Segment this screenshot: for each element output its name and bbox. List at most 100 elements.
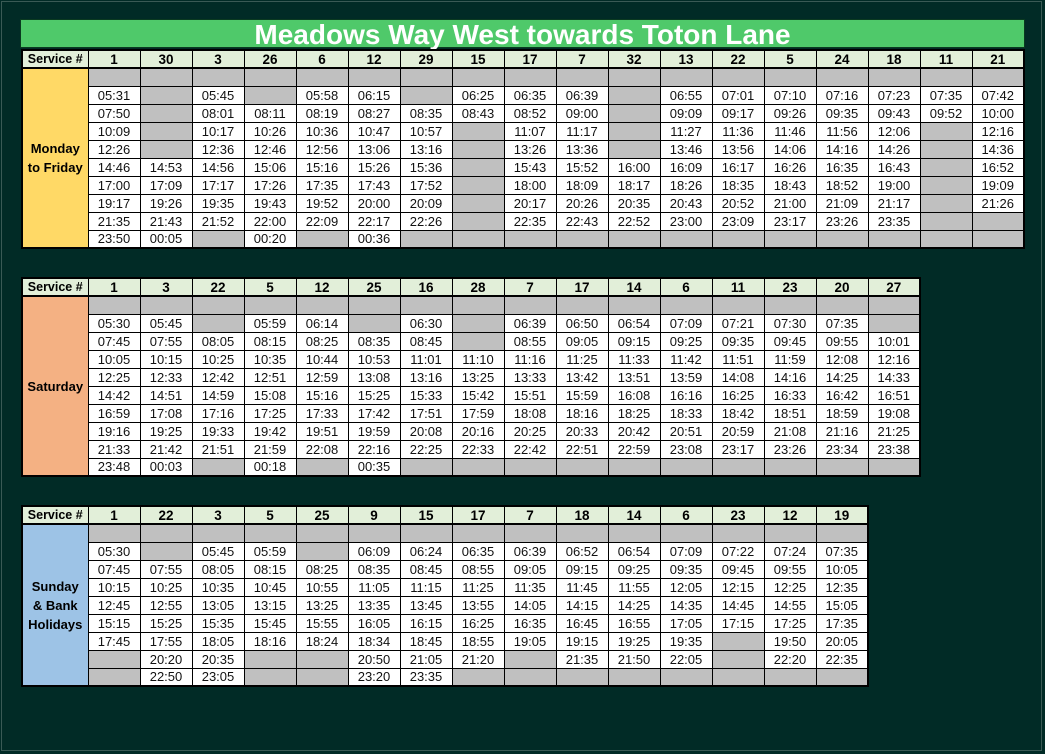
departure-time: 14:33: [867, 367, 921, 387]
departure-time: 18:05: [191, 631, 245, 651]
empty-cell: [659, 229, 713, 249]
departure-time: 13:26: [503, 139, 557, 159]
departure-time: 09:17: [711, 103, 765, 123]
departure-time: 20:26: [555, 193, 609, 213]
departure-time: 23:48: [87, 457, 141, 477]
departure-time: 13:51: [607, 367, 661, 387]
departure-time: 14:53: [139, 157, 193, 177]
departure-time: 22:42: [503, 439, 557, 459]
empty-cell: [191, 229, 245, 249]
departure-time: 17:55: [139, 631, 193, 651]
empty-cell: [815, 229, 869, 249]
departure-time: 15:43: [503, 157, 557, 177]
table-row: 07:50 08:01 08:11 08:19 08:27 08:35 08:43 08:52…: [22, 103, 1025, 123]
departure-time: 07:16: [815, 85, 869, 105]
departure-time: 11:36: [711, 121, 765, 141]
departure-time: 16:05: [347, 613, 401, 633]
departure-time: 19:43: [243, 193, 297, 213]
service-header: Service #: [21, 277, 89, 297]
departure-time: 17:15: [711, 613, 765, 633]
departure-time: 18:34: [347, 631, 401, 651]
empty-cell: [659, 457, 713, 477]
empty-cell: [243, 67, 297, 87]
departure-time: 14:36: [971, 139, 1025, 159]
departure-time: 18:35: [711, 175, 765, 195]
departure-time: 16:42: [815, 385, 869, 405]
empty-cell: [607, 121, 661, 141]
departure-time: 18:45: [399, 631, 453, 651]
departure-time: 22:35: [503, 211, 557, 231]
departure-time: 09:15: [607, 331, 661, 351]
departure-time: 00:35: [347, 457, 401, 477]
departure-time: 19:33: [191, 421, 245, 441]
departure-time: 23:17: [763, 211, 817, 231]
service-number: 18: [555, 505, 609, 525]
departure-time: 05:59: [243, 313, 297, 333]
empty-cell: [555, 229, 609, 249]
empty-cell: [555, 523, 609, 543]
departure-time: 15:35: [191, 613, 245, 633]
empty-cell: [87, 523, 141, 543]
departure-time: 09:25: [607, 559, 661, 579]
departure-time: 17:16: [191, 403, 245, 423]
departure-time: 23:38: [867, 439, 921, 459]
empty-cell: [451, 175, 505, 195]
departure-time: 09:35: [815, 103, 869, 123]
departure-time: 15:26: [347, 157, 401, 177]
departure-time: 07:35: [815, 541, 869, 561]
empty-cell: [451, 295, 505, 315]
departure-time: 16:00: [607, 157, 661, 177]
table-row: 19:17 19:26 19:35 19:43 19:52 20:00 20:09 20:17…: [22, 193, 1025, 213]
departure-time: 06:54: [607, 313, 661, 333]
departure-time: 08:55: [503, 331, 557, 351]
service-number: 22: [191, 277, 245, 297]
empty-cell: [243, 649, 297, 669]
departure-time: 06:55: [659, 85, 713, 105]
service-number: 1: [87, 505, 141, 525]
departure-time: 09:52: [919, 103, 973, 123]
departure-time: 16:25: [711, 385, 765, 405]
service-number: 20: [815, 277, 869, 297]
empty-cell: [659, 295, 713, 315]
departure-time: 09:45: [763, 331, 817, 351]
departure-time: 22:26: [399, 211, 453, 231]
departure-time: 06:24: [399, 541, 453, 561]
departure-time: 21:16: [815, 421, 869, 441]
empty-cell: [399, 457, 453, 477]
service-number: 6: [295, 49, 349, 69]
departure-time: 20:08: [399, 421, 453, 441]
day-label: Monday to Friday: [21, 67, 89, 249]
departure-time: 09:15: [555, 559, 609, 579]
departure-time: 20:50: [347, 649, 401, 669]
departure-time: 10:26: [243, 121, 297, 141]
departure-time: 14:59: [191, 385, 245, 405]
departure-time: 18:33: [659, 403, 713, 423]
departure-time: 23:09: [711, 211, 765, 231]
departure-time: 07:23: [867, 85, 921, 105]
empty-cell: [919, 211, 973, 231]
departure-time: 08:01: [191, 103, 245, 123]
departure-time: 11:27: [659, 121, 713, 141]
departure-time: 11:35: [503, 577, 557, 597]
departure-time: 19:05: [503, 631, 557, 651]
table-row: 21:33 21:42 21:51 21:59 22:08 22:16 22:25 22:33…: [22, 439, 921, 459]
departure-time: 18:16: [555, 403, 609, 423]
table-row: 14:46 14:53 14:56 15:06 15:16 15:26 15:36 15:43…: [22, 157, 1025, 177]
departure-time: 15:45: [243, 613, 297, 633]
departure-time: 08:35: [347, 559, 401, 579]
departure-time: 20:42: [607, 421, 661, 441]
departure-time: 17:25: [763, 613, 817, 633]
departure-time: 10:35: [243, 349, 297, 369]
table-row: 16:59 17:08 17:16 17:25 17:33 17:42 17:51 17:59…: [22, 403, 921, 423]
departure-time: 07:55: [139, 331, 193, 351]
empty-cell: [763, 295, 817, 315]
service-number: 6: [659, 505, 713, 525]
empty-cell: [555, 457, 609, 477]
departure-time: 17:43: [347, 175, 401, 195]
empty-cell: [347, 295, 401, 315]
departure-time: 16:16: [659, 385, 713, 405]
departure-time: 12:05: [659, 577, 713, 597]
empty-cell: [191, 295, 245, 315]
empty-cell: [347, 67, 401, 87]
service-number: 9: [347, 505, 401, 525]
